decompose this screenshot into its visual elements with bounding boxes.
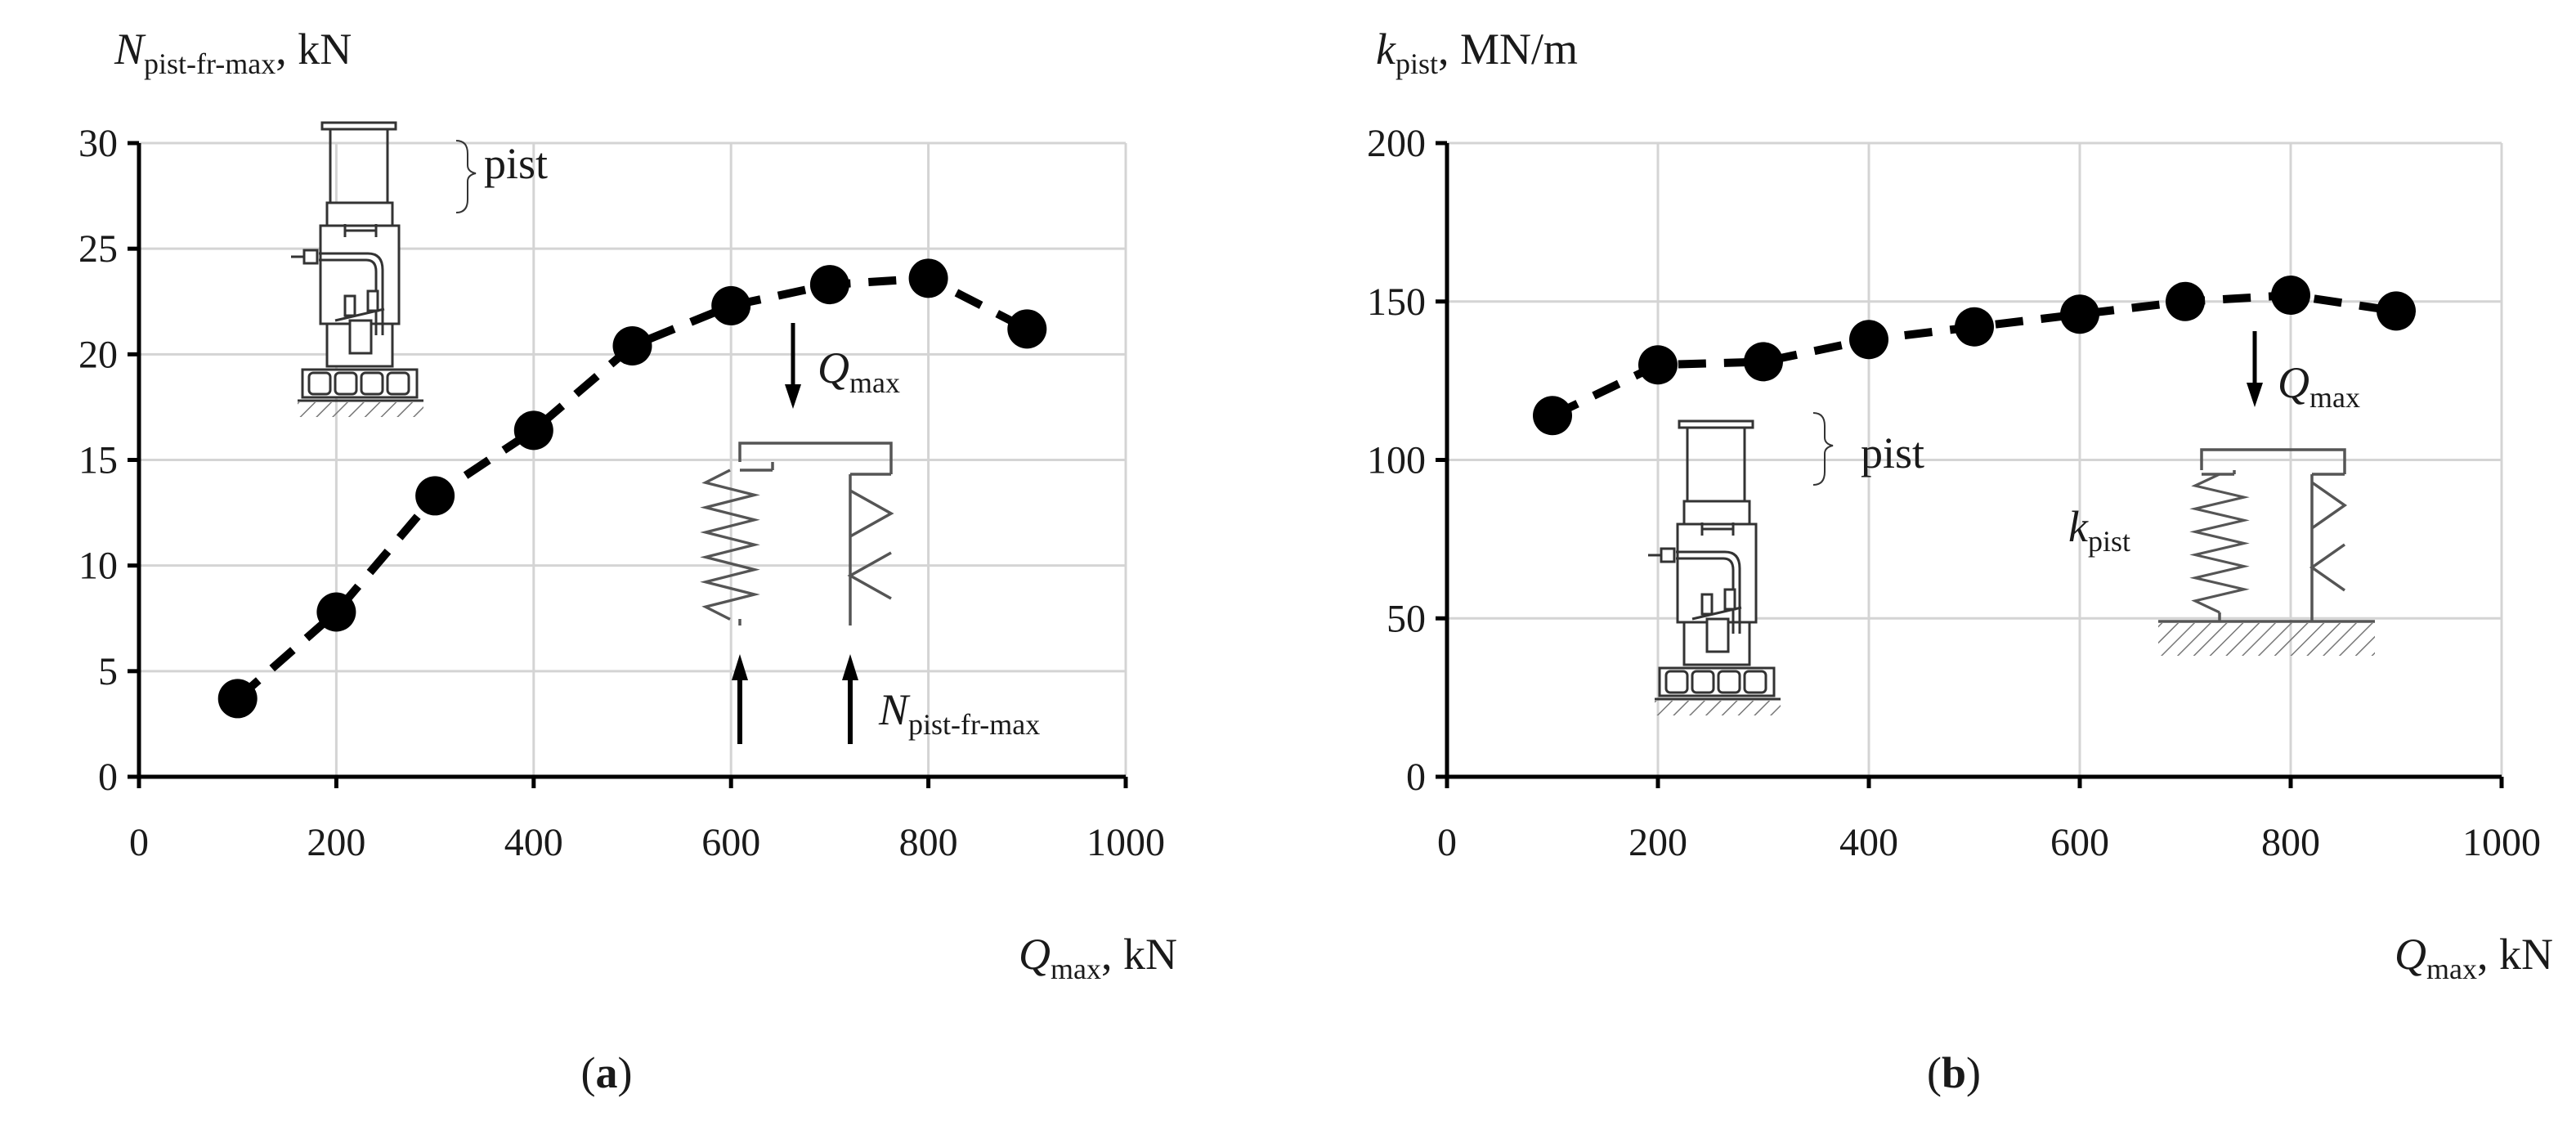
data-points-a (217, 258, 1047, 719)
y-tick-label: 5 (98, 650, 118, 693)
chart-panel-b: 0 50 100 150 200 0 200 400 600 800 1000 pist Qmax… (1367, 25, 2553, 1097)
y-tick-label: 150 (1367, 280, 1426, 324)
series-line-a (235, 274, 1029, 702)
force-label-a: Npist-fr-max (878, 685, 1040, 741)
panel-label-a: (a) (581, 1048, 633, 1097)
data-point (513, 410, 553, 451)
piston-icon-b (1646, 419, 1782, 717)
data-point (908, 258, 948, 298)
x-tick-label: 1000 (2462, 821, 2541, 864)
data-point (711, 285, 751, 325)
x-tick-label: 200 (307, 821, 365, 864)
data-point (1638, 345, 1678, 385)
x-tick-label: 200 (1628, 821, 1687, 864)
data-point (2377, 291, 2416, 331)
data-point (217, 679, 258, 719)
x-tick-label: 400 (1839, 821, 1898, 864)
y-axis-label-b: kpist, MN/m (1376, 25, 1578, 80)
x-ticks-b: 0 200 400 600 800 1000 (1437, 777, 2541, 864)
x-tick-label: 600 (2050, 821, 2109, 864)
y-tick-label: 0 (98, 756, 118, 799)
load-label-b: Qmax (2278, 358, 2360, 414)
y-tick-label: 200 (1367, 122, 1426, 165)
y-tick-label: 30 (78, 122, 118, 165)
y-ticks-a: 0 5 10 15 20 25 30 (78, 122, 139, 799)
y-ticks-b: 0 50 100 150 200 (1367, 122, 1447, 799)
data-point (1744, 342, 1783, 382)
data-point (415, 476, 455, 516)
stiffness-label-b: kpist (2068, 502, 2130, 558)
x-tick-label: 600 (701, 821, 760, 864)
data-point (316, 592, 356, 632)
x-tick-label: 0 (129, 821, 149, 864)
y-tick-label: 20 (78, 333, 118, 376)
data-point (2060, 294, 2099, 334)
x-axis-label-b: Qmax, kN (2395, 930, 2553, 985)
load-label-a: Qmax (818, 343, 900, 399)
stiffness-scheme-b (2158, 448, 2375, 656)
data-point (612, 326, 652, 365)
data-point (809, 265, 849, 305)
y-tick-label: 0 (1406, 756, 1426, 799)
y-tick-label: 10 (78, 545, 118, 588)
panel-label-b: (b) (1927, 1048, 1981, 1097)
y-tick-label: 15 (78, 439, 118, 482)
x-tick-label: 0 (1437, 821, 1457, 864)
piston-icon-a (289, 121, 425, 419)
y-axis-label-a: Npist-fr-max, kN (114, 25, 352, 80)
friction-scheme-a (704, 442, 894, 626)
pist-label-b: pist (1861, 428, 1924, 478)
x-axis-label-a: Qmax, kN (1019, 930, 1177, 985)
x-tick-label: 800 (899, 821, 958, 864)
data-point (1533, 396, 1572, 436)
brace-b (1812, 412, 1834, 486)
chart-panel-a: 0 5 10 15 20 25 30 0 200 400 600 800 1000 pist Qmax… (78, 25, 1177, 1097)
y-tick-label: 25 (78, 227, 118, 271)
data-points-b (1533, 276, 2416, 436)
brace-a (455, 140, 477, 213)
data-point (2271, 276, 2310, 315)
data-point (2166, 281, 2205, 321)
data-point (1007, 309, 1047, 349)
x-ticks-a: 0 200 400 600 800 1000 (129, 777, 1165, 864)
y-tick-label: 50 (1387, 597, 1426, 640)
data-point (1849, 320, 1888, 360)
y-tick-label: 100 (1367, 439, 1426, 482)
gridlines-a (139, 141, 1127, 777)
data-point (1955, 307, 1994, 347)
pist-label-a: pist (484, 139, 548, 188)
x-tick-label: 800 (2261, 821, 2320, 864)
x-tick-label: 400 (504, 821, 563, 864)
x-tick-label: 1000 (1086, 821, 1165, 864)
